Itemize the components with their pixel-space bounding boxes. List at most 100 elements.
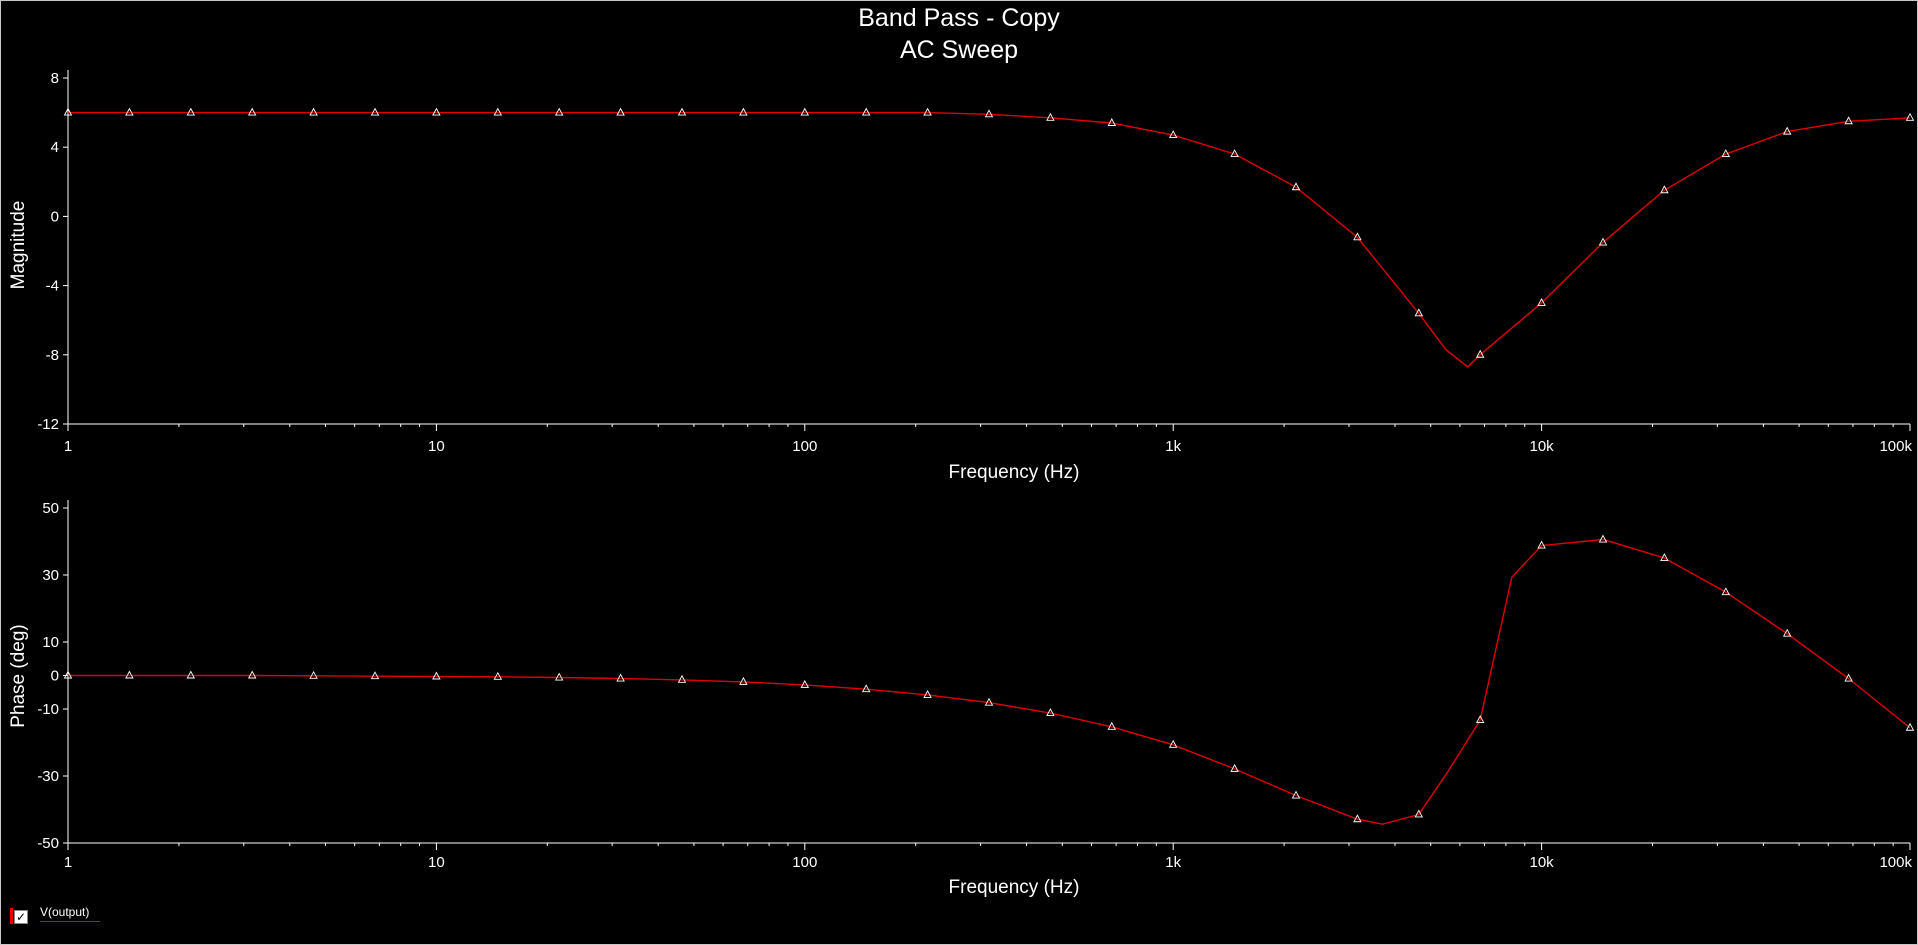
data-point-marker xyxy=(1230,763,1239,772)
data-point-marker xyxy=(186,107,196,116)
y-tick-label: 0 xyxy=(51,668,59,685)
x-tick-label: 10k xyxy=(1530,854,1555,871)
data-point-marker xyxy=(616,673,625,682)
y-tick-label: 8 xyxy=(51,70,59,87)
y-tick-label: -50 xyxy=(37,835,59,852)
x-tick-label: 100 xyxy=(792,438,817,455)
data-point-marker xyxy=(1905,722,1915,731)
data-point-marker xyxy=(1291,790,1301,799)
x-tick-label: 10k xyxy=(1530,438,1555,455)
x-tick-label: 100k xyxy=(1879,438,1912,455)
y-tick-label: -12 xyxy=(37,416,59,433)
x-axis-label: Frequency (Hz) xyxy=(949,877,1080,898)
y-tick-label: -8 xyxy=(46,347,59,364)
data-point-marker xyxy=(1537,540,1546,549)
data-point-marker xyxy=(432,671,441,680)
data-point-marker xyxy=(1782,126,1792,135)
data-point-marker xyxy=(493,107,503,116)
y-tick-label: -10 xyxy=(37,701,59,718)
data-point-marker xyxy=(1107,721,1117,730)
data-point-marker xyxy=(370,107,380,116)
legend-color-mark xyxy=(10,908,13,924)
y-tick-label: -30 xyxy=(37,768,59,785)
x-tick-label: 100k xyxy=(1879,854,1912,871)
data-point-marker xyxy=(309,670,318,679)
legend-line-sample xyxy=(40,921,100,922)
data-point-marker xyxy=(1844,116,1853,125)
data-point-marker xyxy=(1660,553,1669,562)
data-point-marker xyxy=(1782,628,1792,637)
data-point-marker xyxy=(739,107,748,116)
data-point-marker xyxy=(1107,118,1117,126)
data-point-marker xyxy=(554,107,564,116)
data-point-marker xyxy=(63,107,73,116)
data-point-marker xyxy=(923,107,932,116)
y-tick-label: 0 xyxy=(51,208,59,225)
data-point-marker xyxy=(125,107,134,116)
chart-title: Band Pass - Copy xyxy=(858,4,1060,32)
legend-label: V(output) xyxy=(40,905,90,919)
data-point-marker xyxy=(861,107,871,116)
y-tick-label: 30 xyxy=(42,567,59,584)
data-point-marker xyxy=(677,107,687,116)
y-tick-label: 4 xyxy=(51,139,59,156)
data-point-marker xyxy=(923,690,932,698)
data-point-marker xyxy=(370,671,380,680)
data-point-marker xyxy=(1414,809,1424,818)
data-point-marker xyxy=(309,107,318,116)
data-point-marker xyxy=(554,672,564,681)
data-point-marker xyxy=(1168,739,1178,748)
x-axis-label: Frequency (Hz) xyxy=(949,462,1080,483)
data-point-marker xyxy=(739,676,748,685)
legend-checkbox[interactable]: ✓ xyxy=(14,910,28,924)
data-point-marker xyxy=(63,670,73,679)
data-point-marker xyxy=(1844,673,1853,682)
data-point-marker xyxy=(186,670,196,679)
x-tick-label: 10 xyxy=(428,438,445,455)
data-point-marker xyxy=(677,674,687,683)
y-tick-label: -4 xyxy=(46,278,59,295)
data-point-marker xyxy=(1168,130,1178,139)
x-tick-label: 100 xyxy=(792,854,817,871)
y-tick-label: 10 xyxy=(42,634,59,651)
x-tick-label: 10 xyxy=(428,854,445,871)
data-point-marker xyxy=(1291,182,1301,191)
data-point-marker xyxy=(1721,587,1731,596)
data-point-marker xyxy=(861,684,871,693)
data-point-marker xyxy=(1537,297,1546,306)
data-point-marker xyxy=(1046,112,1055,121)
data-point-marker xyxy=(1598,237,1608,246)
x-tick-label: 1 xyxy=(64,854,72,871)
data-point-marker xyxy=(1598,534,1608,543)
y-tick-label: 50 xyxy=(42,500,59,517)
data-point-marker xyxy=(247,670,257,679)
x-tick-label: 1 xyxy=(64,438,72,455)
x-tick-label: 1k xyxy=(1165,438,1181,455)
data-point-marker xyxy=(1721,149,1731,158)
series-line xyxy=(68,538,1911,825)
data-point-marker xyxy=(616,107,625,116)
data-point-marker xyxy=(1905,112,1915,121)
data-point-marker xyxy=(247,107,257,116)
x-tick-label: 1k xyxy=(1165,854,1181,871)
data-point-marker xyxy=(1475,349,1485,358)
data-point-marker xyxy=(1660,185,1669,194)
data-point-marker xyxy=(125,670,134,679)
data-point-marker xyxy=(800,107,810,116)
data-point-marker xyxy=(1353,814,1362,823)
series-line xyxy=(68,111,1911,368)
data-point-marker xyxy=(1046,708,1055,716)
data-point-marker xyxy=(984,109,994,118)
chart-subtitle: AC Sweep xyxy=(899,36,1019,64)
data-point-marker xyxy=(1353,232,1362,241)
y-axis-label: Magnitude xyxy=(8,201,29,290)
y-axis-label: Phase (deg) xyxy=(8,624,29,728)
data-point-marker xyxy=(984,697,994,706)
data-point-marker xyxy=(1475,715,1485,724)
data-point-marker xyxy=(432,107,441,116)
data-point-marker xyxy=(1230,149,1239,157)
data-point-marker xyxy=(800,679,810,688)
data-point-marker xyxy=(493,671,503,680)
